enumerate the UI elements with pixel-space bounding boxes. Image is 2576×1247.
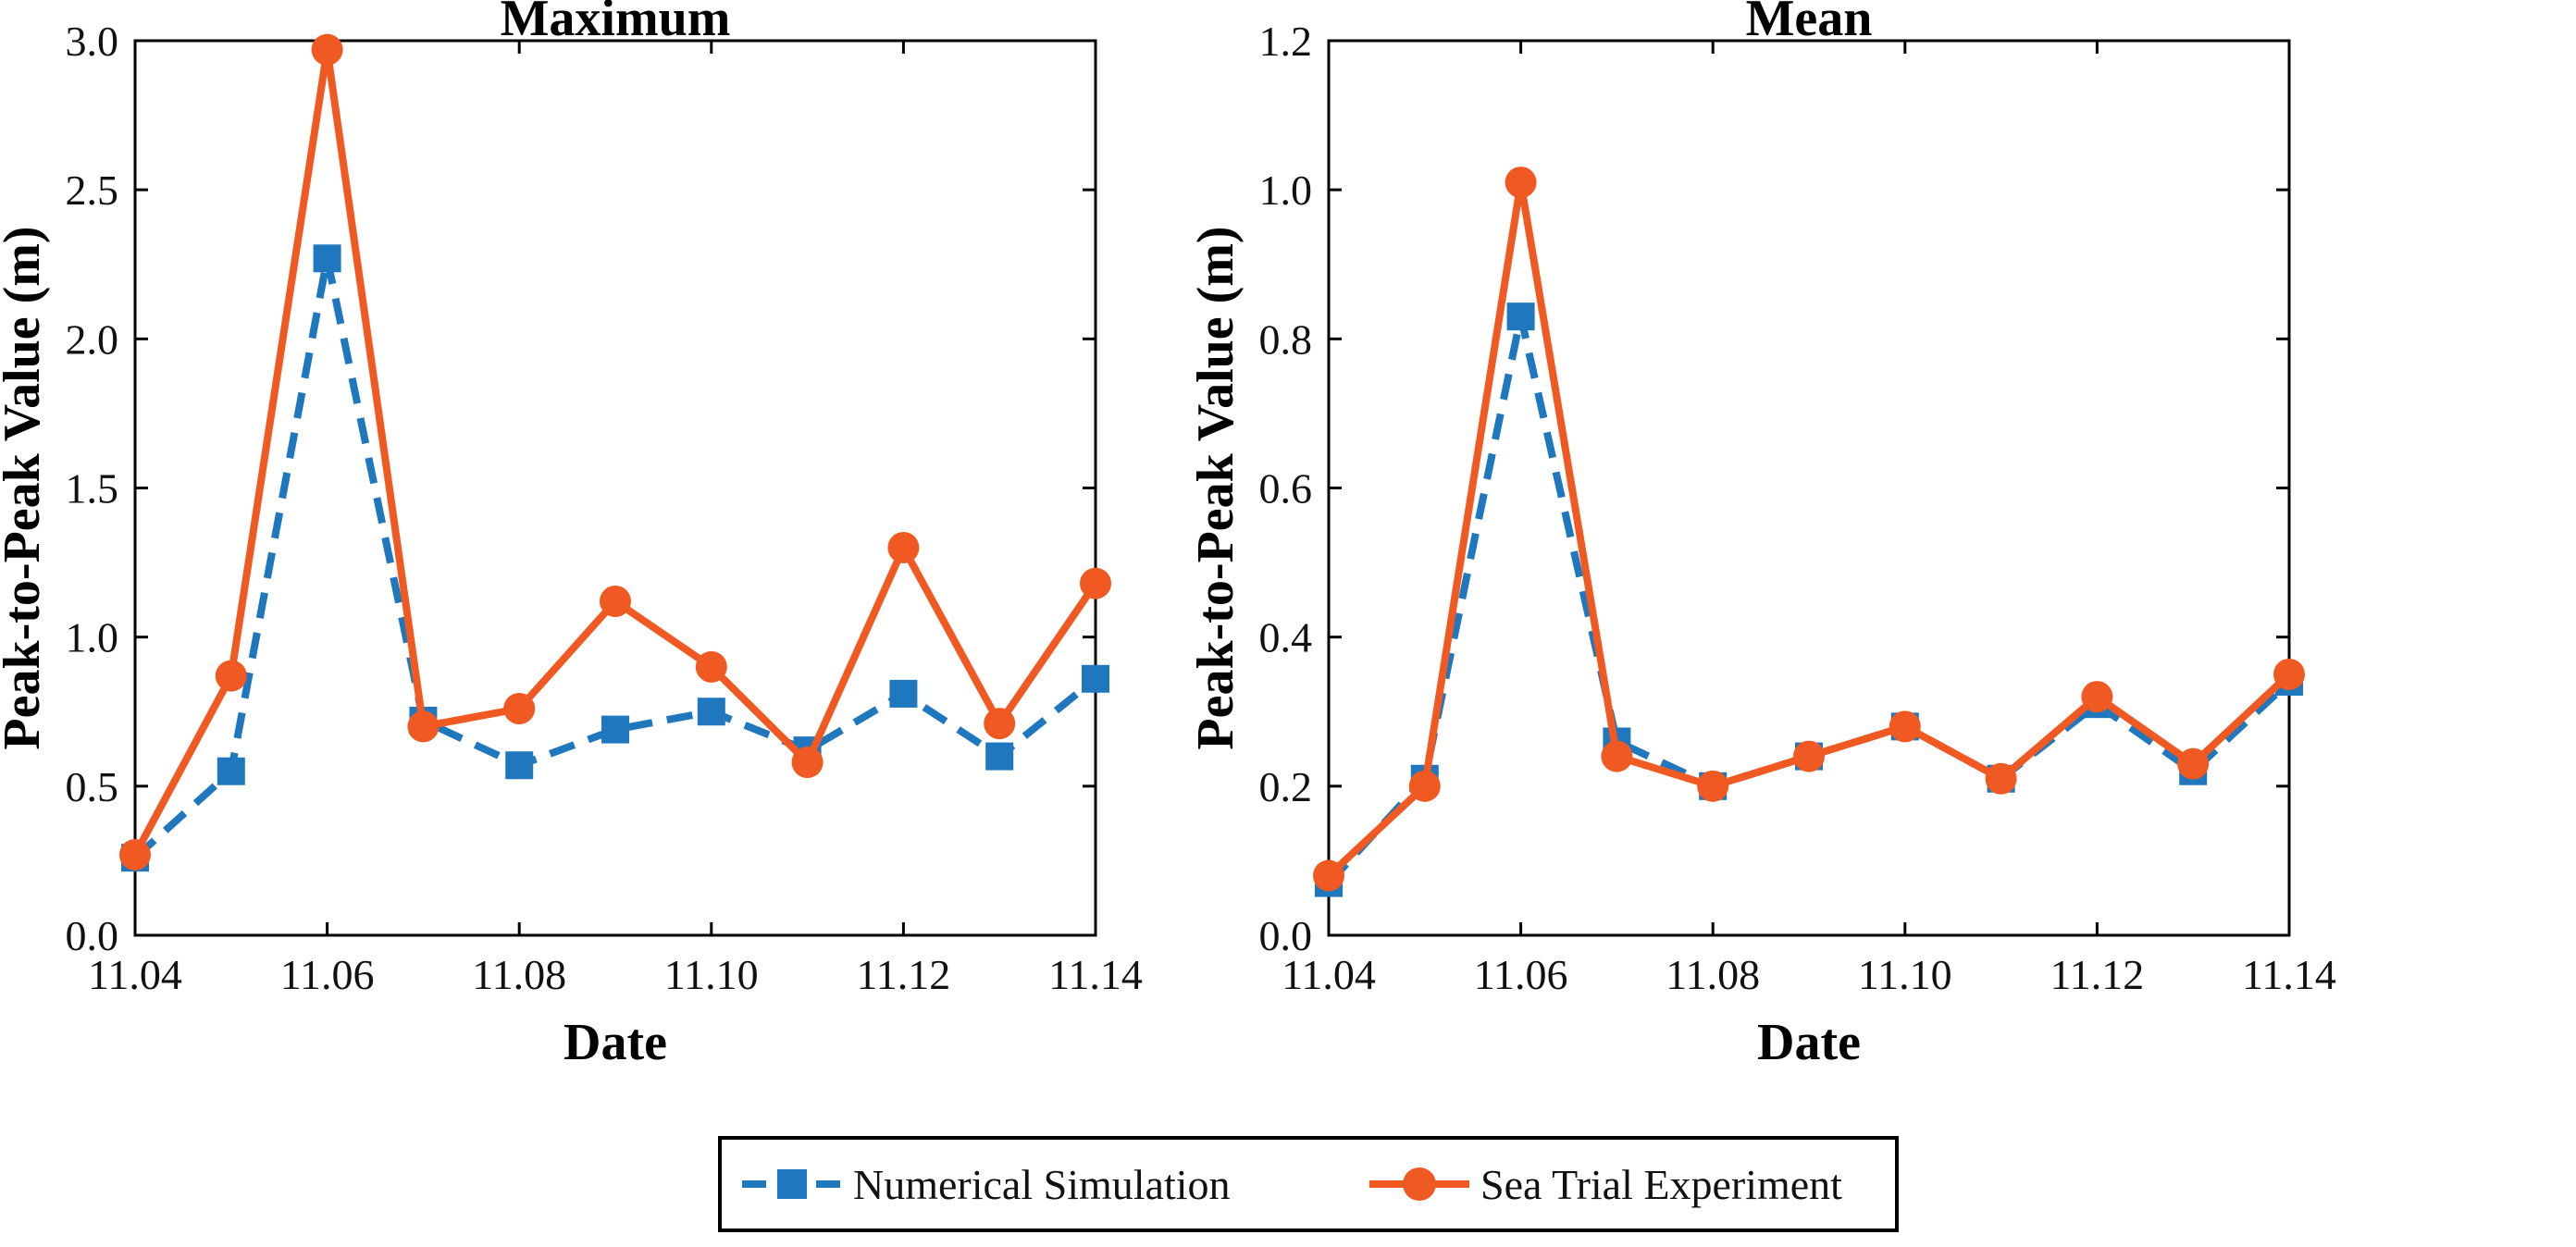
legend-numerical-marker [777, 1169, 807, 1199]
x-tick-label: 11.08 [1666, 951, 1760, 998]
y-tick-label: 0.0 [1259, 912, 1313, 959]
plot-area-frame [133, 39, 1097, 937]
data-point-sea-trial [1313, 859, 1344, 892]
x-tick-label: 11.10 [664, 951, 759, 998]
legend: Numerical Simulation Sea Trial Experimen… [718, 1136, 1899, 1232]
x-tick-label: 11.04 [1282, 951, 1376, 998]
y-tick-label: 0.2 [1259, 763, 1313, 810]
data-point-sea-trial [1889, 710, 1921, 743]
legend-sea-trial-marker [1403, 1167, 1436, 1201]
data-point-sea-trial [407, 710, 440, 743]
data-point-numerical [697, 698, 725, 726]
data-point-sea-trial [1793, 740, 1825, 772]
x-tick-label: 11.04 [88, 951, 182, 998]
data-point-sea-trial [1985, 762, 2017, 795]
chart-title: Maximum [501, 0, 731, 47]
series-line-numerical [132, 254, 1098, 861]
data-point-numerical [505, 751, 534, 780]
x-tick-label: 11.12 [2050, 951, 2145, 998]
data-point-sea-trial [1505, 167, 1537, 199]
data-point-sea-trial [2081, 681, 2113, 713]
y-tick-label: 0.5 [66, 763, 119, 810]
data-point-sea-trial [1697, 770, 1729, 802]
y-tick-label: 1.0 [1259, 167, 1313, 214]
data-point-numerical [1506, 302, 1535, 331]
data-point-numerical [217, 757, 245, 785]
x-tick-label: 11.08 [472, 951, 566, 998]
x-axis-label: Date [564, 1014, 667, 1071]
y-axis-label: Peak-to-Peak Value (m) [1187, 226, 1245, 749]
data-point-sea-trial [311, 33, 343, 66]
legend-sea-trial-label: Sea Trial Experiment [1480, 1161, 1842, 1208]
chart-panel-2: 0.0 0.2 0.4 0.6 0.8 1.0 1.2 11.04 11.06 11.08 11.1… [1187, 0, 2336, 1071]
data-point-sea-trial [887, 531, 920, 563]
y-tick-label: 1.2 [1259, 18, 1313, 65]
x-axis-label: Date [1757, 1014, 1861, 1071]
y-tick-label: 0.0 [66, 912, 119, 959]
data-point-numerical [601, 715, 629, 744]
y-tick-label: 1.5 [66, 465, 119, 512]
data-point-numerical [889, 679, 918, 708]
legend-box [718, 1136, 1899, 1232]
data-point-sea-trial [2177, 747, 2210, 780]
y-tick-label: 3.0 [66, 18, 119, 65]
y-tick-label: 1.0 [66, 614, 119, 661]
data-point-numerical [313, 244, 341, 273]
data-point-sea-trial [2273, 658, 2305, 690]
y-tick-label: 0.8 [1259, 315, 1313, 363]
x-tick-label: 11.10 [1858, 951, 1952, 998]
y-axis-label: Peak-to-Peak Value (m) [0, 226, 51, 749]
y-tick-label: 2.0 [66, 315, 119, 363]
data-point-sea-trial [600, 585, 631, 617]
data-point-sea-trial [1080, 567, 1111, 599]
series-line-numerical [1326, 313, 2292, 886]
y-tick-label: 2.5 [66, 167, 119, 214]
x-tick-label: 11.12 [857, 951, 951, 998]
x-tick-label: 11.14 [2242, 951, 2336, 998]
chart-panel-1: 0.0 0.5 1.0 1.5 2.0 2.5 3.0 11.04 11.06 11.08 11.1… [0, 0, 1143, 1071]
legend-numerical-label: Numerical Simulation [853, 1161, 1231, 1208]
x-tick-label: 11.06 [1474, 951, 1568, 998]
y-tick-label: 0.4 [1259, 614, 1313, 661]
data-point-sea-trial [119, 838, 151, 870]
chart-title: Mean [1746, 0, 1873, 47]
x-tick-label: 11.06 [280, 951, 375, 998]
data-point-sea-trial [215, 660, 247, 692]
data-point-sea-trial [695, 650, 727, 683]
data-point-numerical [985, 742, 1014, 771]
data-point-sea-trial [1601, 740, 1633, 772]
data-point-numerical [1082, 664, 1109, 693]
data-point-sea-trial [984, 708, 1016, 740]
x-tick-label: 11.14 [1048, 951, 1143, 998]
data-point-sea-trial [791, 747, 824, 779]
data-point-sea-trial [503, 693, 536, 725]
data-point-sea-trial [1408, 770, 1441, 802]
y-tick-label: 0.6 [1259, 465, 1313, 512]
